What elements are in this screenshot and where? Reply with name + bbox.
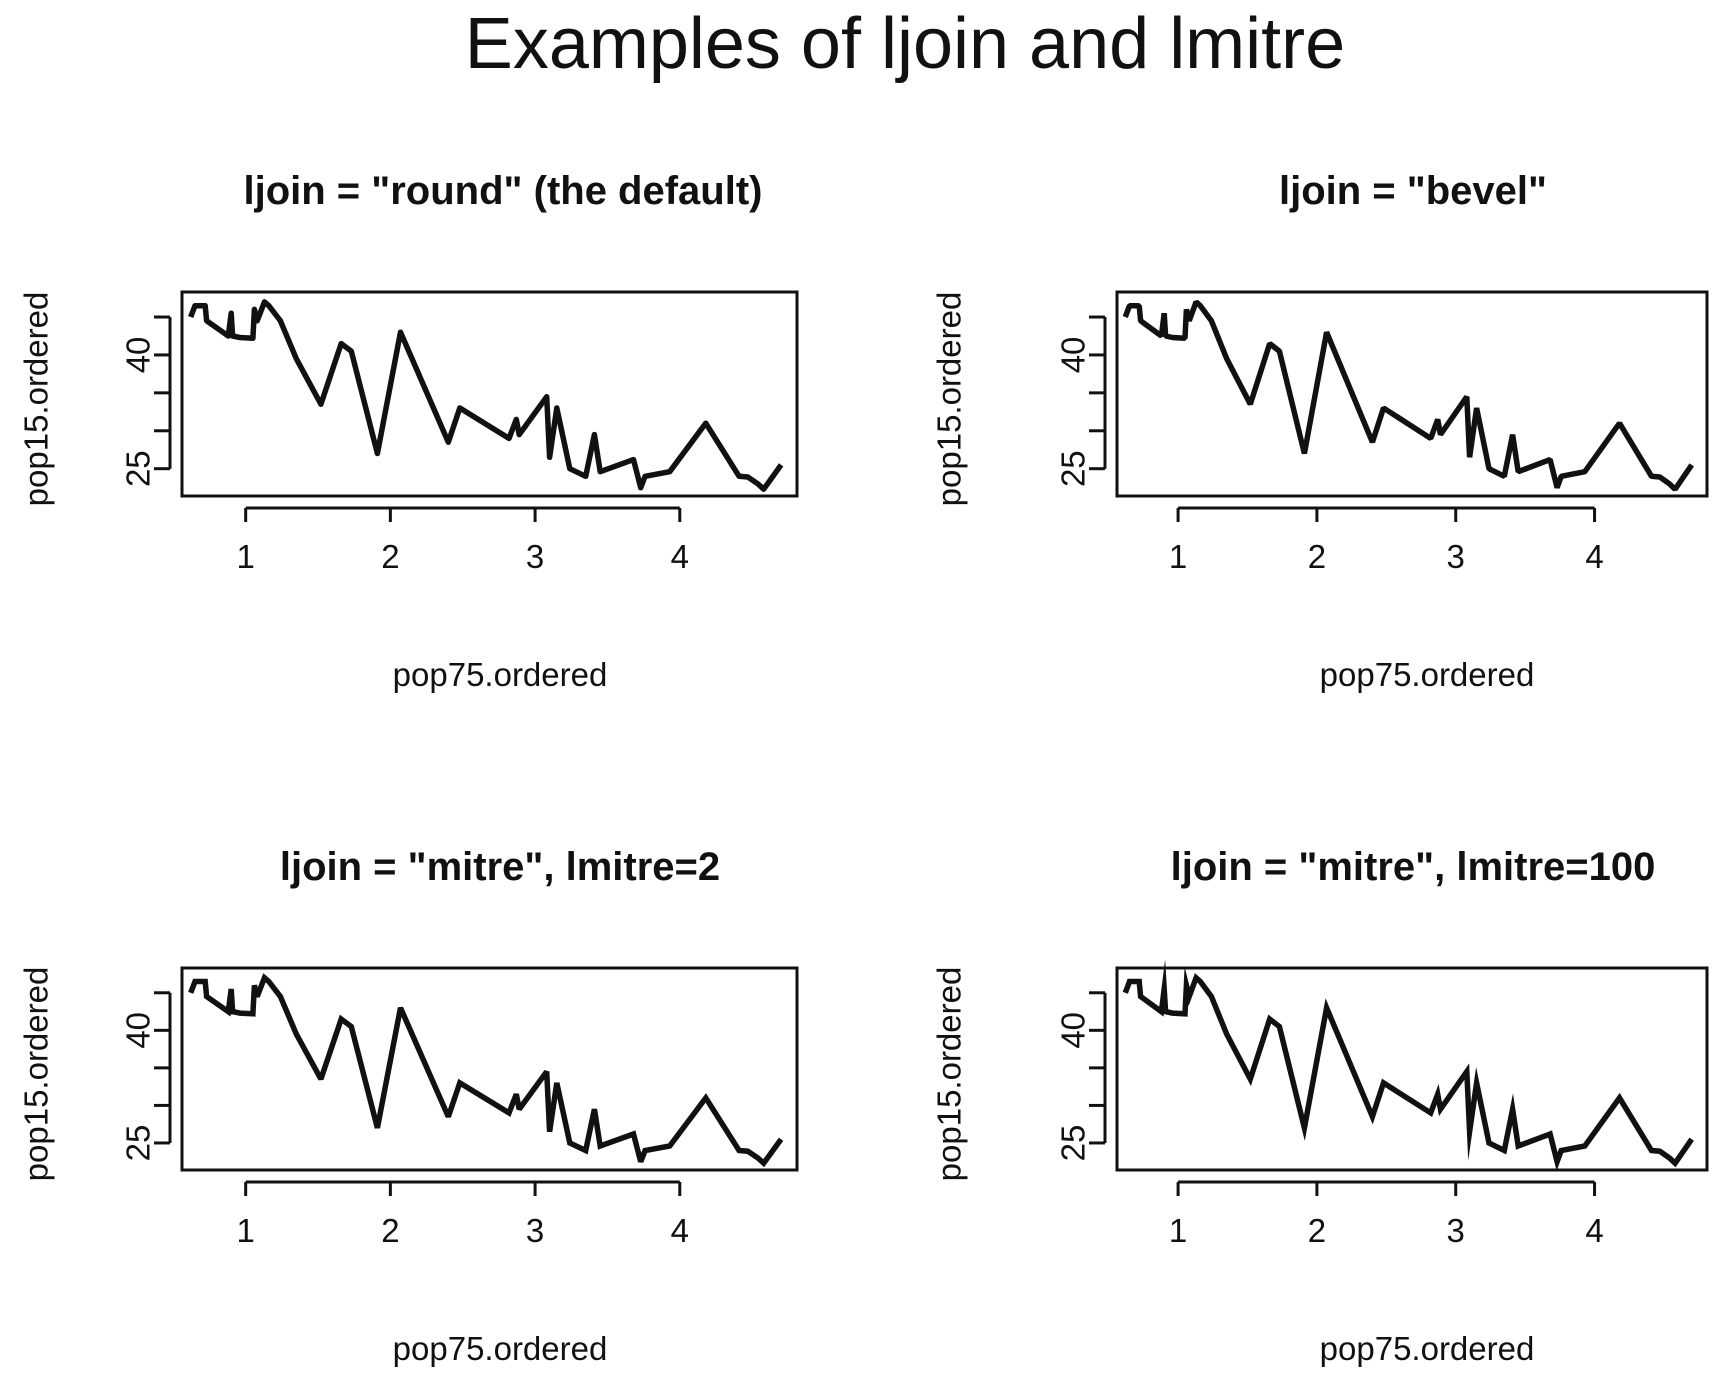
x-tick-label: 1 [236, 538, 254, 575]
x-axis-label: pop75.ordered [393, 656, 608, 693]
x-tick-label: 2 [381, 1212, 399, 1249]
x-tick-label: 1 [1169, 538, 1187, 575]
series-line [1122, 299, 1694, 492]
panel-2: ljoin = "bevel" 1 2 3 4 25 40 pop75.ordered pop1… [931, 169, 1709, 693]
panel-1: ljoin = "round" (the default) 1 2 3 4 25 40 pop… [18, 169, 799, 693]
y-axis-label: pop15.ordered [18, 967, 55, 1182]
x-tick-label: 3 [526, 1212, 544, 1249]
x-tick-label: 1 [1169, 1212, 1187, 1249]
figure-title: Examples of ljoin and lmitre [465, 4, 1345, 84]
panel-3: ljoin = "mitre", lmitre=2 1 2 3 4 25 40 pop75.o… [18, 845, 799, 1367]
x-tick-label: 3 [1447, 538, 1465, 575]
series-line [188, 299, 784, 492]
y-axis-label: pop15.ordered [18, 292, 55, 507]
x-tick-label: 4 [1585, 1212, 1603, 1249]
plot-frame [1115, 966, 1709, 1172]
x-tick-label: 3 [526, 538, 544, 575]
y-axis-label: pop15.ordered [931, 292, 968, 507]
series-line [1122, 959, 1694, 1172]
panel-title: ljoin = "round" (the default) [243, 169, 762, 213]
panel-title: ljoin = "mitre", lmitre=100 [1171, 845, 1656, 889]
y-tick-label: 40 [120, 337, 157, 374]
plot-frame [180, 290, 799, 498]
x-tick-label: 4 [1585, 538, 1603, 575]
panels-container: ljoin = "round" (the default) 1 2 3 4 25 40 pop… [18, 169, 1709, 1367]
x-axis-label: pop75.ordered [393, 1330, 608, 1367]
x-tick-label: 2 [381, 538, 399, 575]
y-tick-label: 25 [1055, 450, 1092, 487]
x-tick-label: 2 [1308, 538, 1326, 575]
y-tick-label: 25 [120, 450, 157, 487]
panel-title: ljoin = "bevel" [1279, 169, 1547, 213]
x-tick-label: 3 [1447, 1212, 1465, 1249]
panel-4: ljoin = "mitre", lmitre=100 1 2 3 4 25 40 pop75… [931, 845, 1709, 1367]
y-tick-label: 40 [1055, 337, 1092, 374]
plot-frame [1115, 290, 1709, 498]
y-tick-label: 25 [1055, 1125, 1092, 1162]
y-tick-label: 40 [1055, 1012, 1092, 1049]
y-tick-label: 25 [120, 1125, 157, 1162]
y-axis-label: pop15.ordered [931, 967, 968, 1182]
y-tick-label: 40 [120, 1012, 157, 1049]
panel-title: ljoin = "mitre", lmitre=2 [280, 845, 720, 889]
x-axis-label: pop75.ordered [1320, 1330, 1535, 1367]
x-tick-label: 2 [1308, 1212, 1326, 1249]
x-tick-label: 1 [236, 1212, 254, 1249]
series-line [188, 973, 784, 1168]
x-tick-label: 4 [671, 1212, 689, 1249]
x-tick-label: 4 [671, 538, 689, 575]
plot-frame [180, 966, 799, 1172]
x-axis-label: pop75.ordered [1320, 656, 1535, 693]
